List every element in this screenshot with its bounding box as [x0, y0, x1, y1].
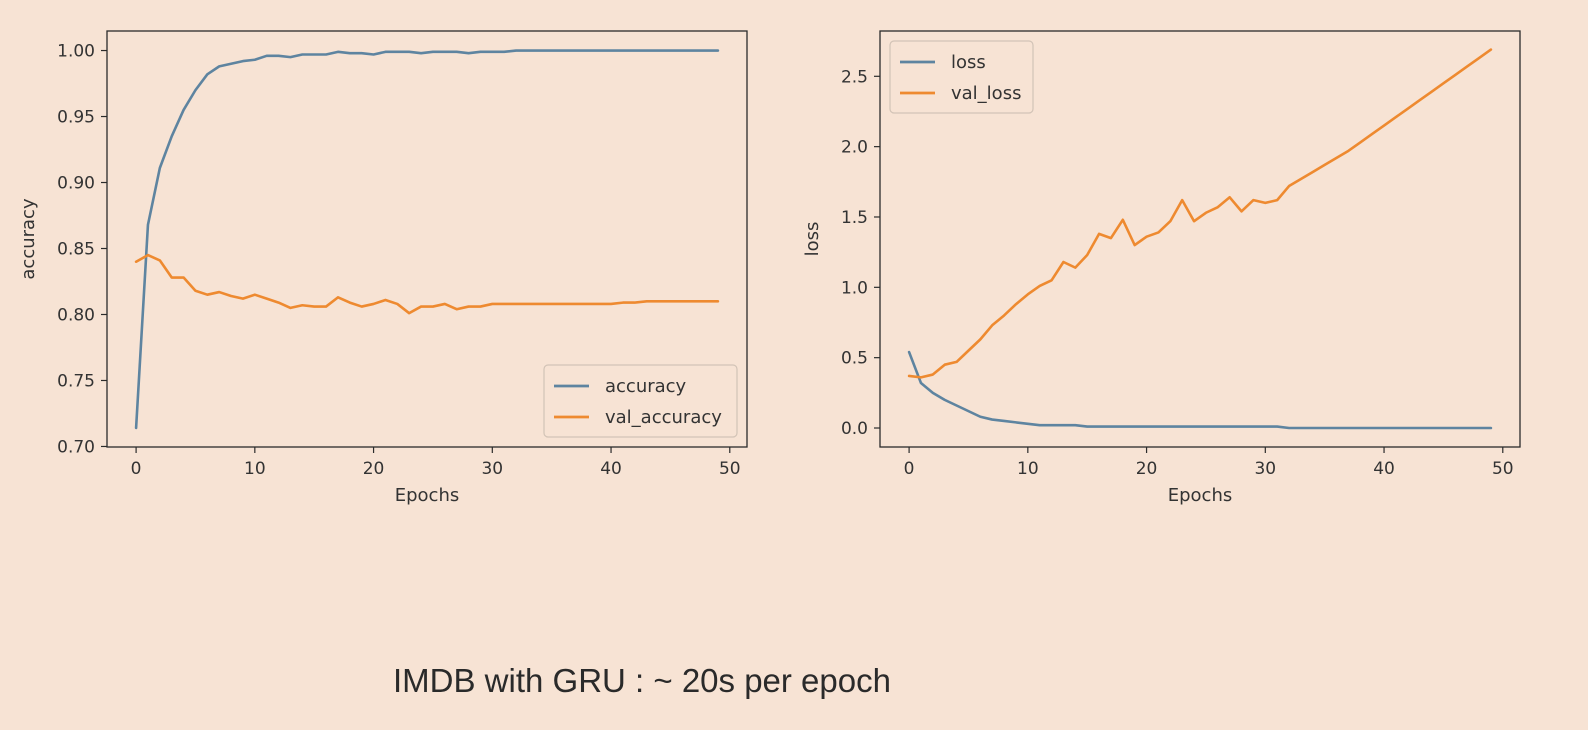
x-tick-label: 40: [600, 459, 622, 479]
x-tick-label: 20: [1136, 459, 1158, 479]
y-tick-label: 2.5: [841, 67, 868, 87]
plot-frame: [879, 30, 1521, 448]
y-tick-label: 0.5: [841, 349, 868, 369]
y-tick-label: 0.90: [57, 174, 95, 194]
legend-label-accuracy: accuracy: [605, 376, 687, 397]
x-tick-label: 20: [363, 459, 385, 479]
x-tick-label: 40: [1373, 459, 1395, 479]
slide-caption: IMDB with GRU : ~ 20s per epoch: [393, 662, 891, 699]
plot-frame: [106, 30, 748, 448]
y-axis-label: accuracy: [18, 198, 39, 280]
y-tick-label: 0.80: [57, 305, 95, 325]
series-line-val-accuracy: [134, 253, 720, 315]
x-tick-label: 10: [1017, 459, 1039, 479]
x-tick-label: 10: [244, 459, 266, 479]
y-tick-label: 0.85: [57, 240, 95, 260]
x-tick-label: 50: [719, 459, 741, 479]
legend: loss val_loss: [889, 40, 1034, 114]
x-tick-label: 0: [131, 459, 142, 479]
x-tick-label: 0: [904, 459, 915, 479]
legend: accuracy val_accuracy: [543, 364, 738, 438]
legend-box: [543, 364, 738, 438]
series-line-val-loss: [907, 48, 1493, 379]
y-tick-label: 1.0: [841, 278, 868, 298]
y-tick-label: 1.5: [841, 208, 868, 228]
x-tick-label: 30: [481, 459, 503, 479]
x-axis-label: Epochs: [395, 485, 460, 506]
series-line-accuracy: [134, 49, 720, 430]
y-axis-label: loss: [802, 222, 823, 257]
y-tick-label: 1.00: [57, 42, 95, 62]
y-tick-label: 0.70: [57, 437, 95, 457]
legend-label-val-accuracy: val_accuracy: [605, 407, 722, 428]
y-tick-label: 0.0: [841, 419, 868, 439]
chart-panel-2: 0 10 20 30 40 500.00.51.01.52.02.5Epochslossl…: [802, 30, 1521, 506]
legend-label-val-loss: val_loss: [951, 83, 1021, 104]
series-line-loss: [907, 350, 1493, 430]
y-tick-label: 2.0: [841, 138, 868, 158]
chart-panel-1: 0 10 20 30 40 50 0.70 0.75 0.80 0.85 0.90 0.95 1.00 E…: [18, 30, 748, 506]
x-tick-label: 30: [1254, 459, 1276, 479]
legend-box: [889, 40, 1034, 114]
x-tick-label: 50: [1492, 459, 1514, 479]
x-axis-label: Epochs: [1168, 485, 1233, 506]
legend-label-loss: loss: [951, 52, 986, 73]
y-tick-label: 0.95: [57, 108, 95, 128]
y-tick-label: 0.75: [57, 371, 95, 391]
